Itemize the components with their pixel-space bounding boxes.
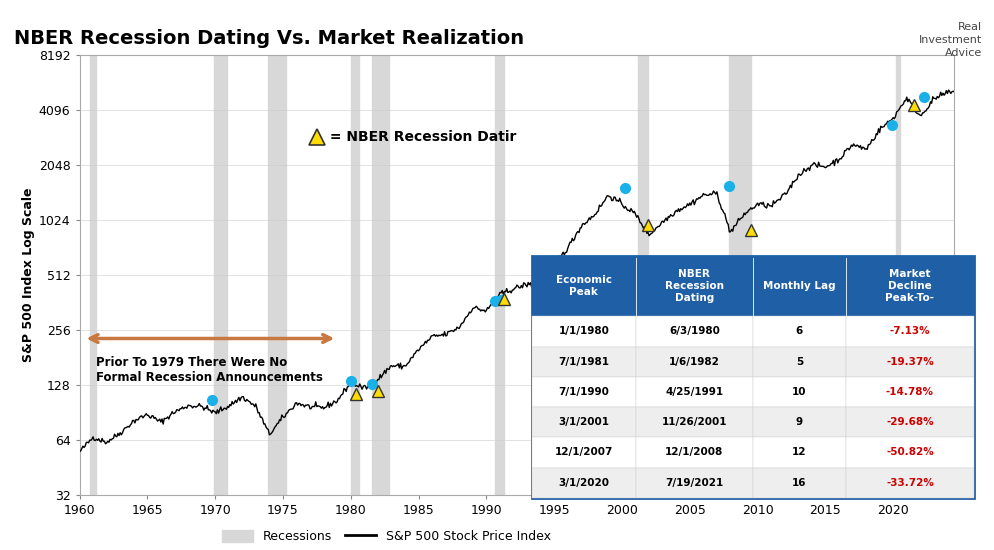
Text: -50.82%: -50.82% (886, 447, 933, 458)
Bar (268, 55, 285, 495)
Bar (636, 437, 753, 467)
Legend: Recessions, S&P 500 Stock Price Index: Recessions, S&P 500 Stock Price Index (217, 525, 557, 548)
Text: 6/3/1980: 6/3/1980 (669, 326, 720, 337)
Text: 12/1/2008: 12/1/2008 (665, 447, 724, 458)
Y-axis label: S&P 500 Index Log Scale: S&P 500 Index Log Scale (22, 188, 35, 362)
Bar (846, 437, 974, 467)
Text: Economic
Peak: Economic Peak (556, 275, 611, 297)
Bar (846, 407, 974, 437)
Text: -29.68%: -29.68% (887, 417, 933, 427)
Bar (636, 377, 753, 407)
Text: 7/1/1981: 7/1/1981 (559, 356, 609, 367)
Bar (753, 468, 846, 498)
Text: Prior To 1979 There Were No
Formal Recession Announcements: Prior To 1979 There Were No Formal Reces… (95, 356, 323, 384)
Bar (846, 256, 974, 316)
Text: 3/1/2020: 3/1/2020 (559, 477, 609, 488)
Text: 4/25/1991: 4/25/1991 (665, 387, 724, 397)
Text: 5: 5 (796, 356, 803, 367)
Bar (373, 55, 389, 495)
Bar (351, 55, 359, 495)
Bar (532, 316, 636, 346)
Text: NBER Recession Dating Vs. Market Realization: NBER Recession Dating Vs. Market Realiza… (14, 29, 524, 48)
Text: Monthly Lag: Monthly Lag (763, 281, 836, 291)
Bar (494, 55, 504, 495)
Bar (532, 377, 636, 407)
Bar (636, 468, 753, 498)
Text: -19.37%: -19.37% (886, 356, 933, 367)
Bar (636, 407, 753, 437)
Text: Market
Decline
Peak-To-: Market Decline Peak-To- (886, 270, 934, 302)
Text: 9: 9 (796, 417, 803, 427)
Bar (753, 407, 846, 437)
Text: 12: 12 (792, 447, 807, 458)
Bar (730, 55, 750, 495)
Bar (753, 377, 846, 407)
Text: -33.72%: -33.72% (886, 477, 934, 488)
Bar (636, 256, 753, 316)
Bar (214, 55, 228, 495)
Text: 11/26/2001: 11/26/2001 (662, 417, 727, 427)
Bar (896, 55, 900, 495)
Text: = NBER Recession Datir: = NBER Recession Datir (325, 130, 516, 145)
Bar (636, 346, 753, 377)
Bar (636, 316, 753, 346)
Bar (532, 468, 636, 498)
Bar (846, 377, 974, 407)
Bar (846, 468, 974, 498)
Text: 7/19/2021: 7/19/2021 (665, 477, 724, 488)
Bar (846, 316, 974, 346)
Bar (753, 256, 846, 316)
Text: NBER
Recession
Dating: NBER Recession Dating (665, 270, 724, 302)
Text: 3/1/2001: 3/1/2001 (559, 417, 609, 427)
Text: 12/1/2007: 12/1/2007 (555, 447, 613, 458)
Text: 16: 16 (792, 477, 807, 488)
Bar (89, 55, 96, 495)
Text: -7.13%: -7.13% (890, 326, 930, 337)
Bar (638, 55, 648, 495)
Text: 6: 6 (796, 326, 803, 337)
Text: Real
Investment
Advice: Real Investment Advice (918, 22, 982, 58)
Bar (753, 437, 846, 467)
Bar (846, 346, 974, 377)
Bar (532, 346, 636, 377)
Text: 1/6/1982: 1/6/1982 (669, 356, 720, 367)
Bar (753, 346, 846, 377)
Bar (532, 407, 636, 437)
Text: 7/1/1990: 7/1/1990 (559, 387, 609, 397)
Bar (532, 437, 636, 467)
Text: -14.78%: -14.78% (886, 387, 934, 397)
Bar (532, 256, 636, 316)
Text: 1/1/1980: 1/1/1980 (559, 326, 609, 337)
Bar (753, 316, 846, 346)
Text: 10: 10 (792, 387, 807, 397)
